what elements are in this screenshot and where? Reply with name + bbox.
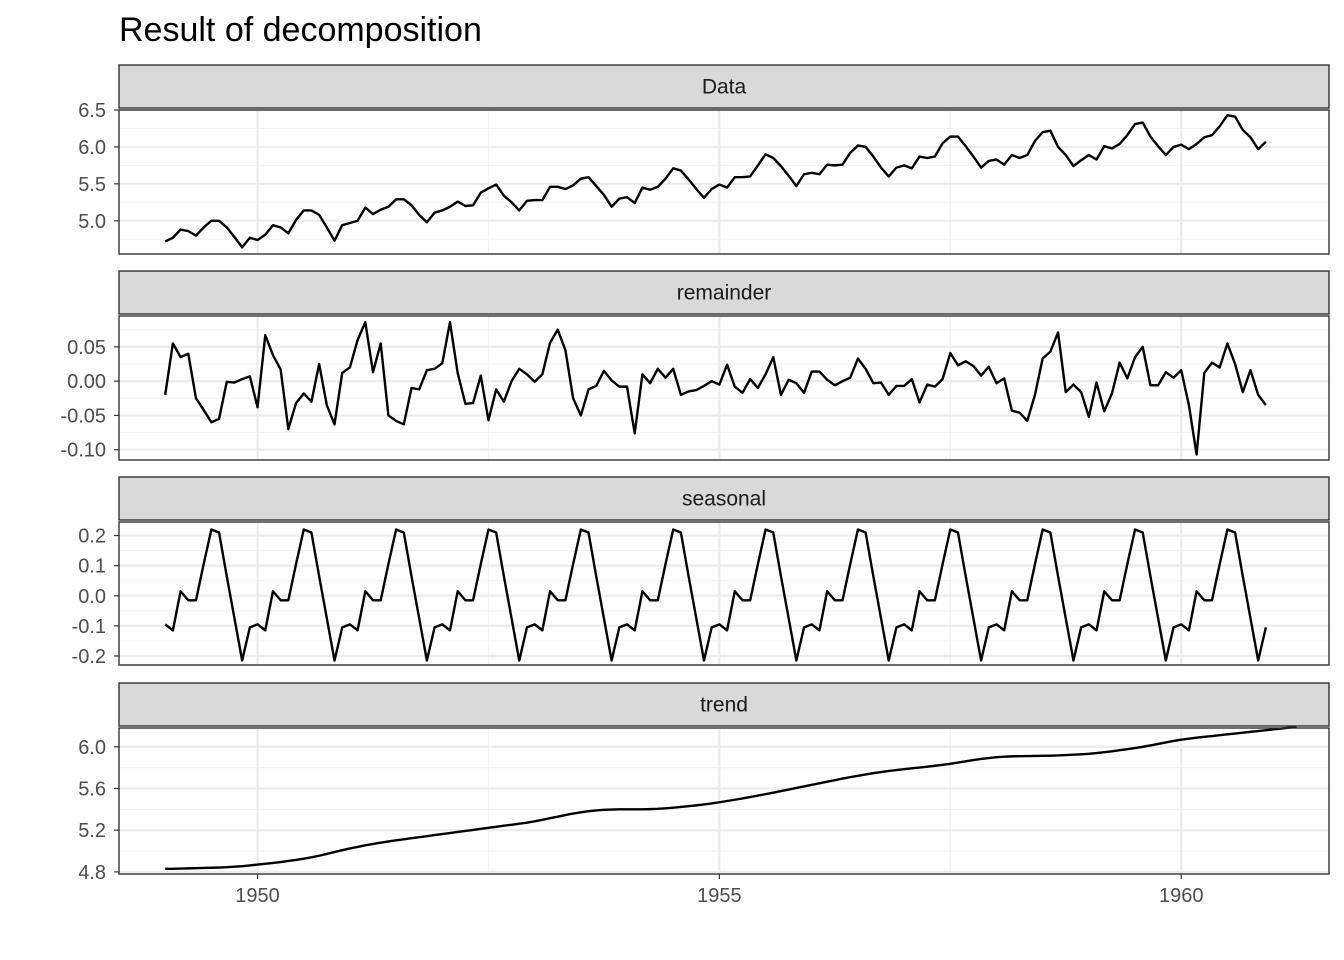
panel-border: [118, 727, 1330, 875]
series-line-data: [164, 113, 1267, 249]
y-tick-label: 6.5: [78, 100, 106, 122]
chart-title: Result of decomposition: [119, 11, 482, 49]
y-tick-label: 0.00: [67, 371, 106, 393]
panel-strip-label: trend: [700, 694, 748, 717]
y-tick-label: 0.0: [78, 586, 106, 608]
x-tick-label: 1960: [1159, 885, 1204, 907]
panel-strip: [118, 476, 1330, 521]
y-tick-label: -0.2: [72, 646, 106, 668]
y-tick-label: 6.0: [78, 137, 106, 159]
panel-remainder: -0.10 -0.05 0.00 0.05 remainder: [60, 270, 1330, 462]
panel-strip: [118, 270, 1330, 315]
panel-border: [118, 521, 1330, 666]
y-tick-label: 4.8: [78, 862, 106, 884]
panel-background: [119, 316, 1329, 460]
y-tick-label: 0.05: [67, 337, 106, 359]
panel-strip: [118, 64, 1330, 109]
series-line-trend: [165, 725, 1297, 870]
panel-strip-label: seasonal: [682, 488, 766, 511]
x-tick-label: 1955: [697, 885, 742, 907]
series-line-remainder: [163, 320, 1267, 456]
y-tick-label: -0.10: [60, 440, 106, 462]
panel-strip: [118, 682, 1330, 727]
panel-strip-label: Data: [702, 76, 747, 99]
y-tick-label: 0.2: [78, 526, 106, 548]
y-tick-label: 5.5: [78, 174, 106, 196]
y-tick-label: 5.2: [78, 820, 106, 842]
y-tick-label: -0.1: [72, 616, 106, 638]
panel-trend: 4.8 5.2 5.6 6.0 trend: [78, 682, 1330, 884]
panel-data: 5.0 5.5 6.0 6.5 Data: [78, 64, 1330, 255]
panel-seasonal: -0.2 -0.1 0.0 0.1 0.2 seasonal: [72, 476, 1330, 668]
panel-border: [118, 315, 1330, 461]
panels-group: 5.0 5.5 6.0 6.5 Data -0.10 -0.05 0.00 0.05 remain…: [60, 64, 1330, 884]
y-tick-label: 5.6: [78, 778, 106, 800]
series-line-seasonal: [164, 528, 1268, 662]
y-tick-label: 5.0: [78, 211, 106, 233]
panel-border: [118, 109, 1330, 255]
y-tick-label: -0.05: [60, 405, 106, 427]
x-axis: 1950 1955 1960: [235, 874, 1203, 907]
panel-strip-label: remainder: [677, 282, 772, 305]
x-tick-label: 1950: [235, 885, 280, 907]
y-tick-label: 0.1: [78, 556, 106, 578]
y-tick-label: 6.0: [78, 737, 106, 759]
